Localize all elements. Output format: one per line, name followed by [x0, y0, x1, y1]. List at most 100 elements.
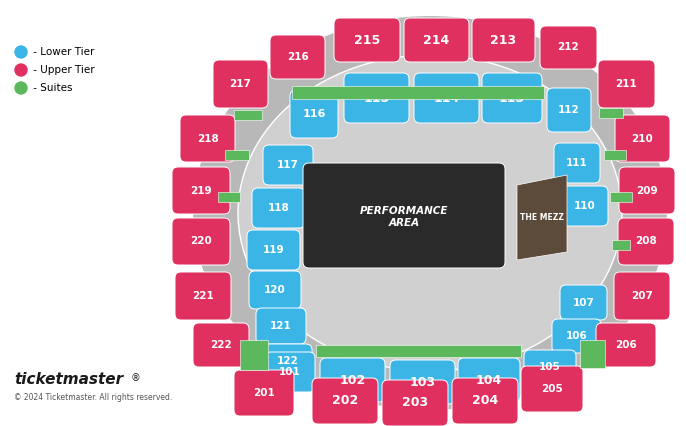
Text: 201: 201	[253, 388, 275, 398]
FancyBboxPatch shape	[614, 272, 670, 320]
FancyBboxPatch shape	[290, 90, 338, 138]
FancyBboxPatch shape	[252, 188, 305, 228]
Text: 204: 204	[472, 394, 498, 408]
Text: 220: 220	[190, 236, 212, 247]
Text: THE MEZZ: THE MEZZ	[520, 213, 564, 222]
Text: 219: 219	[190, 185, 212, 196]
Text: 105: 105	[539, 362, 561, 372]
Text: 102: 102	[340, 374, 366, 386]
Text: 216: 216	[287, 52, 309, 62]
FancyBboxPatch shape	[270, 35, 325, 79]
FancyBboxPatch shape	[344, 73, 409, 123]
Text: PERFORMANCE: PERFORMANCE	[359, 205, 448, 216]
Text: 222: 222	[210, 340, 232, 350]
FancyBboxPatch shape	[414, 73, 479, 123]
FancyBboxPatch shape	[458, 358, 520, 402]
Text: 209: 209	[636, 185, 658, 196]
Bar	[218, 192, 240, 202]
FancyBboxPatch shape	[303, 163, 505, 268]
FancyBboxPatch shape	[213, 60, 268, 108]
FancyBboxPatch shape	[180, 115, 235, 162]
Text: © 2024 Ticketmaster. All rights reserved.: © 2024 Ticketmaster. All rights reserved…	[14, 394, 172, 403]
Bar	[580, 340, 605, 368]
Ellipse shape	[192, 15, 668, 411]
Text: 106: 106	[566, 331, 587, 341]
Polygon shape	[517, 175, 567, 260]
FancyBboxPatch shape	[562, 186, 608, 226]
FancyBboxPatch shape	[382, 380, 448, 426]
FancyBboxPatch shape	[596, 323, 656, 367]
FancyBboxPatch shape	[524, 350, 576, 384]
FancyBboxPatch shape	[472, 18, 535, 62]
Text: 212: 212	[558, 43, 580, 52]
Text: 203: 203	[402, 397, 428, 409]
Text: 110: 110	[574, 201, 596, 211]
FancyBboxPatch shape	[320, 358, 385, 402]
Text: AREA: AREA	[388, 219, 420, 228]
Text: 208: 208	[635, 236, 657, 247]
FancyBboxPatch shape	[404, 18, 469, 62]
FancyBboxPatch shape	[598, 60, 655, 108]
Text: 101: 101	[279, 367, 301, 377]
FancyBboxPatch shape	[263, 145, 313, 185]
Text: 118: 118	[268, 203, 289, 213]
Text: - Suites: - Suites	[30, 83, 73, 93]
Ellipse shape	[238, 55, 622, 371]
FancyBboxPatch shape	[619, 167, 675, 214]
FancyBboxPatch shape	[334, 18, 400, 62]
Text: 202: 202	[332, 394, 358, 408]
Text: 213: 213	[490, 34, 517, 46]
Text: 115: 115	[364, 92, 390, 104]
Bar	[604, 150, 626, 160]
FancyBboxPatch shape	[482, 73, 542, 123]
FancyBboxPatch shape	[540, 26, 597, 69]
FancyBboxPatch shape	[264, 344, 312, 378]
Bar	[240, 340, 268, 370]
FancyBboxPatch shape	[390, 360, 455, 404]
Text: 122: 122	[277, 356, 299, 366]
Text: 206: 206	[615, 340, 637, 350]
FancyBboxPatch shape	[554, 143, 600, 183]
Text: 214: 214	[423, 34, 449, 46]
Text: 205: 205	[541, 384, 563, 394]
Circle shape	[15, 64, 27, 76]
Bar	[599, 108, 623, 118]
Text: 113: 113	[499, 92, 525, 104]
Text: 112: 112	[558, 105, 580, 115]
Text: 119: 119	[263, 245, 284, 255]
Bar	[610, 192, 632, 202]
FancyBboxPatch shape	[312, 378, 378, 424]
Text: 221: 221	[192, 291, 214, 301]
Text: - Lower Tier: - Lower Tier	[30, 47, 95, 57]
Bar	[612, 240, 630, 250]
Text: 121: 121	[270, 321, 292, 331]
Text: ®: ®	[131, 373, 141, 383]
Text: - Upper Tier: - Upper Tier	[30, 65, 95, 75]
FancyBboxPatch shape	[256, 308, 306, 344]
Bar	[225, 150, 249, 160]
FancyBboxPatch shape	[247, 230, 300, 270]
FancyBboxPatch shape	[175, 272, 231, 320]
FancyBboxPatch shape	[193, 323, 249, 367]
Bar	[292, 86, 544, 99]
Text: 207: 207	[631, 291, 653, 301]
FancyBboxPatch shape	[249, 271, 301, 309]
Text: 114: 114	[434, 92, 460, 104]
FancyBboxPatch shape	[615, 115, 670, 162]
Text: 104: 104	[476, 374, 502, 386]
Bar	[234, 110, 262, 120]
Circle shape	[15, 46, 27, 58]
FancyBboxPatch shape	[452, 378, 518, 424]
Text: 117: 117	[277, 160, 299, 170]
Text: 210: 210	[632, 133, 653, 144]
FancyBboxPatch shape	[547, 88, 591, 132]
FancyBboxPatch shape	[560, 285, 607, 320]
Text: 107: 107	[573, 297, 595, 308]
Text: 120: 120	[264, 285, 286, 295]
Text: 103: 103	[410, 375, 436, 389]
FancyBboxPatch shape	[172, 167, 230, 214]
Text: 215: 215	[354, 34, 380, 46]
Text: 217: 217	[230, 79, 252, 89]
FancyBboxPatch shape	[265, 352, 315, 392]
Text: 111: 111	[566, 158, 588, 168]
